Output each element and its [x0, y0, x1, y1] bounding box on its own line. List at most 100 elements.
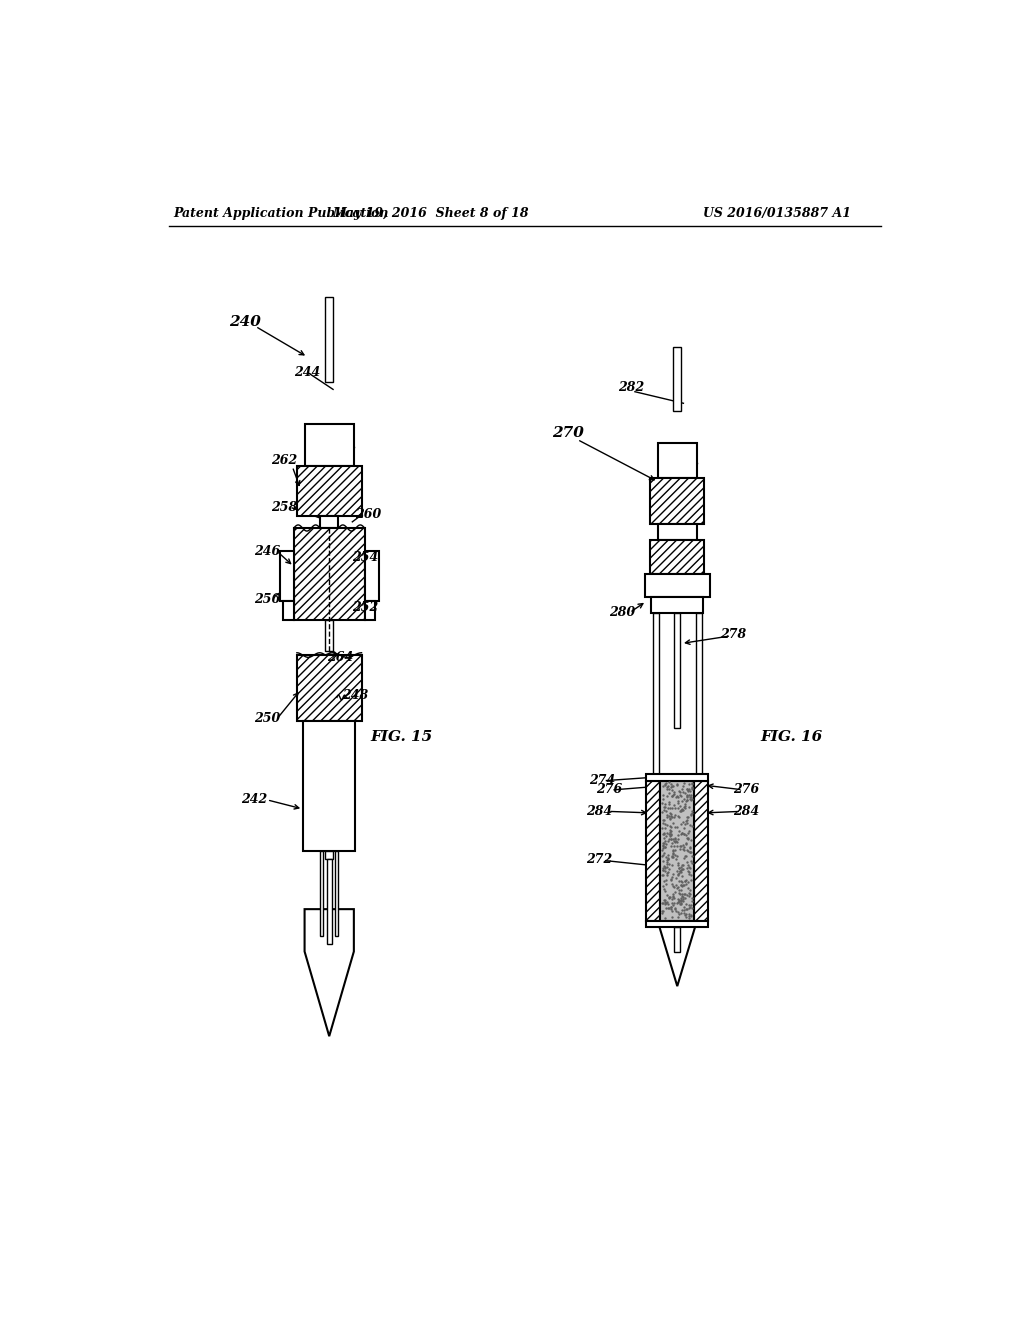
Point — [654, 903, 671, 924]
Point — [666, 807, 682, 828]
Point — [680, 871, 696, 892]
Point — [655, 824, 672, 845]
Point — [667, 845, 683, 866]
Point — [681, 863, 697, 884]
Point — [654, 857, 671, 878]
Point — [673, 887, 689, 908]
Point — [674, 875, 690, 896]
Point — [662, 822, 678, 843]
Point — [682, 837, 698, 858]
Point — [658, 804, 675, 825]
Point — [678, 832, 694, 853]
Point — [668, 804, 684, 825]
Point — [671, 883, 687, 904]
Point — [658, 800, 675, 821]
Point — [669, 867, 685, 888]
Point — [680, 907, 696, 928]
Point — [680, 878, 696, 899]
Point — [675, 875, 691, 896]
Point — [659, 898, 676, 919]
Point — [673, 894, 689, 915]
Point — [657, 813, 674, 834]
Point — [667, 840, 683, 861]
Point — [667, 880, 683, 902]
Bar — [694, 780, 708, 921]
Point — [672, 894, 688, 915]
Point — [656, 826, 673, 847]
Bar — [650, 540, 705, 574]
Point — [664, 779, 680, 800]
Point — [660, 830, 677, 851]
Point — [655, 822, 672, 843]
Point — [655, 890, 672, 911]
Point — [681, 883, 697, 904]
Bar — [365, 552, 379, 601]
Point — [665, 906, 681, 927]
Point — [662, 808, 678, 829]
Bar — [326, 851, 333, 859]
Point — [679, 813, 695, 834]
Point — [664, 807, 680, 828]
Point — [671, 807, 687, 828]
Point — [667, 817, 683, 838]
Point — [676, 884, 692, 906]
Point — [682, 787, 698, 808]
Point — [654, 900, 671, 921]
Point — [683, 865, 699, 886]
Point — [655, 892, 672, 913]
Point — [677, 796, 693, 817]
Point — [678, 789, 694, 810]
Point — [662, 886, 678, 907]
Point — [670, 853, 686, 874]
Point — [679, 851, 695, 873]
Point — [671, 870, 687, 891]
Text: 278: 278 — [720, 628, 745, 640]
Point — [683, 816, 699, 837]
Point — [675, 799, 691, 820]
Point — [656, 880, 673, 902]
Point — [664, 866, 680, 887]
Point — [677, 845, 693, 866]
Bar — [658, 444, 696, 478]
Point — [679, 784, 695, 805]
Point — [655, 836, 672, 857]
Bar — [304, 424, 354, 466]
Point — [660, 824, 677, 845]
Point — [680, 855, 696, 876]
Bar — [294, 528, 365, 620]
Point — [656, 833, 673, 854]
Point — [655, 855, 672, 876]
Point — [674, 899, 690, 920]
Point — [654, 817, 671, 838]
Point — [659, 797, 676, 818]
Point — [660, 898, 677, 919]
Point — [654, 850, 671, 871]
Bar — [646, 780, 660, 921]
Point — [682, 841, 698, 862]
Point — [665, 863, 681, 884]
Point — [663, 803, 679, 824]
Point — [665, 776, 681, 797]
Point — [671, 890, 687, 911]
Point — [674, 799, 690, 820]
Point — [673, 890, 689, 911]
Point — [683, 787, 699, 808]
Point — [664, 892, 680, 913]
Point — [681, 895, 697, 916]
Point — [680, 822, 696, 843]
Point — [663, 820, 679, 841]
Text: Patent Application Publication: Patent Application Publication — [173, 207, 388, 220]
Point — [681, 884, 697, 906]
Point — [663, 870, 679, 891]
Point — [656, 894, 673, 915]
Point — [682, 841, 698, 862]
Point — [678, 825, 694, 846]
Point — [657, 837, 674, 858]
Point — [664, 899, 680, 920]
Point — [678, 833, 694, 854]
Point — [674, 883, 690, 904]
Point — [676, 896, 692, 917]
Bar — [646, 921, 708, 927]
Point — [675, 859, 691, 880]
Point — [671, 820, 687, 841]
